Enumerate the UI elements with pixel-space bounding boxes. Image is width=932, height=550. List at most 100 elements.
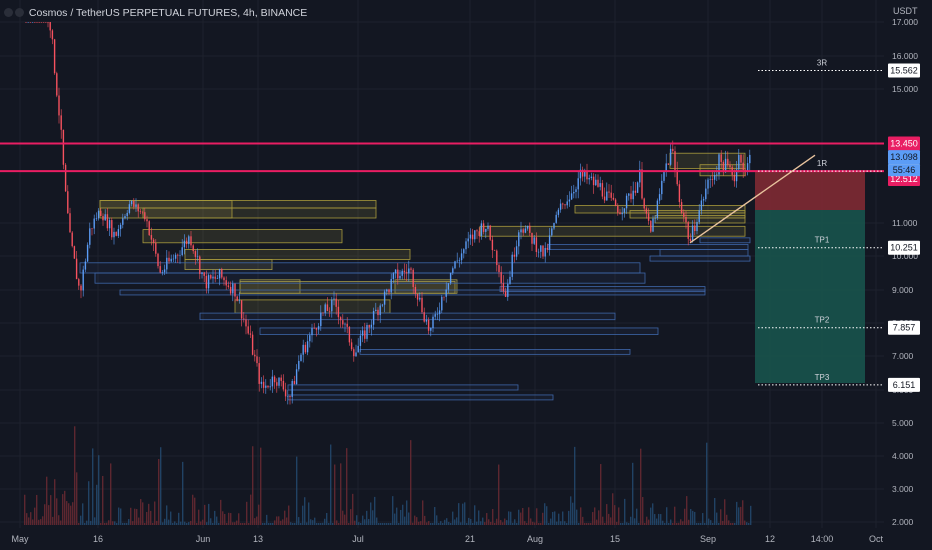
- resistance-lines: [0, 142, 884, 173]
- candle-body: [199, 256, 201, 274]
- volume-bar: [456, 517, 458, 525]
- time-tick-label: Oct: [869, 534, 884, 544]
- volume-bar: [518, 509, 520, 525]
- candle-body: [188, 236, 190, 245]
- candle-body: [177, 254, 179, 256]
- volume-bar: [380, 523, 382, 525]
- candle-body: [82, 269, 84, 291]
- candle-body: [421, 297, 423, 313]
- volume-bar: [160, 447, 162, 525]
- volume-bar: [112, 521, 114, 525]
- candle-body: [487, 225, 489, 229]
- candle-body: [102, 216, 104, 221]
- volume-bar: [640, 448, 642, 525]
- volume-bar: [114, 521, 116, 525]
- demand-box: [649, 255, 751, 262]
- candle-body: [612, 197, 615, 200]
- volume-bar: [216, 516, 218, 525]
- candle-body: [689, 238, 692, 242]
- candle-body: [599, 183, 601, 187]
- level-label: 3R: [817, 58, 827, 67]
- volume-bar: [62, 494, 64, 525]
- candle-body: [639, 169, 641, 183]
- volume-bar: [260, 447, 262, 525]
- demand-box: [499, 286, 706, 293]
- candle-body: [557, 209, 560, 215]
- candle-body: [267, 385, 269, 388]
- candle-body: [447, 283, 450, 290]
- candle-body: [474, 230, 476, 240]
- volume-bar: [108, 520, 110, 525]
- candle-body: [25, 22, 27, 23]
- volume-bar: [254, 518, 256, 525]
- candle-body: [196, 256, 199, 258]
- candle-body: [45, 22, 47, 23]
- volume-bar: [598, 510, 600, 525]
- candle-body: [584, 170, 586, 177]
- candle-body: [137, 204, 139, 212]
- candle-body: [573, 192, 575, 194]
- candle-body: [628, 193, 630, 196]
- currency-label[interactable]: USDT: [893, 6, 918, 16]
- volume-bar: [726, 514, 728, 525]
- candle-body: [463, 249, 465, 254]
- candle-body: [454, 261, 456, 269]
- volume-bar: [578, 523, 580, 525]
- candle-body: [577, 178, 579, 190]
- volume-bar: [372, 510, 374, 525]
- candle-body: [146, 219, 148, 222]
- candle-body: [324, 304, 326, 313]
- volume-bar: [608, 513, 610, 525]
- volume-bar: [38, 519, 40, 525]
- volume-bar: [416, 517, 418, 525]
- volume-bar: [630, 516, 632, 525]
- volume-bar: [412, 522, 414, 525]
- volume-bar: [590, 523, 592, 525]
- volume-bar: [408, 512, 410, 525]
- candle-body: [513, 254, 516, 257]
- candle-body: [126, 212, 128, 217]
- volume-bar: [336, 520, 338, 525]
- volume-bar: [694, 511, 696, 525]
- candle-body: [665, 163, 667, 172]
- candle-body: [643, 198, 645, 209]
- volume-bar: [106, 522, 108, 525]
- volume-bar: [404, 516, 406, 525]
- volume-bar: [198, 509, 200, 525]
- candle-body: [203, 272, 205, 276]
- volume-bar: [30, 512, 32, 525]
- price-tag: [888, 63, 920, 78]
- candle-body: [465, 241, 467, 250]
- volume-bar: [512, 522, 514, 525]
- volume-bar: [458, 503, 460, 525]
- candle-body: [397, 269, 399, 279]
- candle-body: [155, 242, 157, 254]
- volume-bar: [32, 519, 34, 525]
- volume-bar: [402, 504, 404, 525]
- candle-body: [724, 158, 727, 173]
- volume-bar: [478, 510, 480, 525]
- volume-bar: [688, 519, 690, 525]
- volume-bar: [242, 523, 244, 525]
- candle-body: [174, 254, 177, 259]
- symbol-header[interactable]: Cosmos / TetherUS PERPETUAL FUTURES, 4h,…: [4, 7, 307, 19]
- candle-body: [238, 300, 241, 302]
- candle-body: [342, 320, 344, 325]
- candle-body: [361, 330, 364, 336]
- candle-body: [31, 22, 34, 23]
- candle-body: [469, 234, 472, 239]
- supply-box: [629, 210, 746, 219]
- volume-bar: [310, 519, 312, 525]
- volume-bar: [100, 523, 102, 525]
- candle-body: [128, 204, 131, 213]
- volume-bar: [202, 519, 204, 525]
- price-tick-label: 5.000: [892, 418, 914, 428]
- candle-body: [133, 200, 135, 207]
- candle-body: [135, 204, 137, 207]
- volume-bar: [524, 521, 526, 525]
- candle-body: [302, 344, 304, 355]
- candle-body: [467, 238, 469, 242]
- candle-body: [372, 310, 375, 325]
